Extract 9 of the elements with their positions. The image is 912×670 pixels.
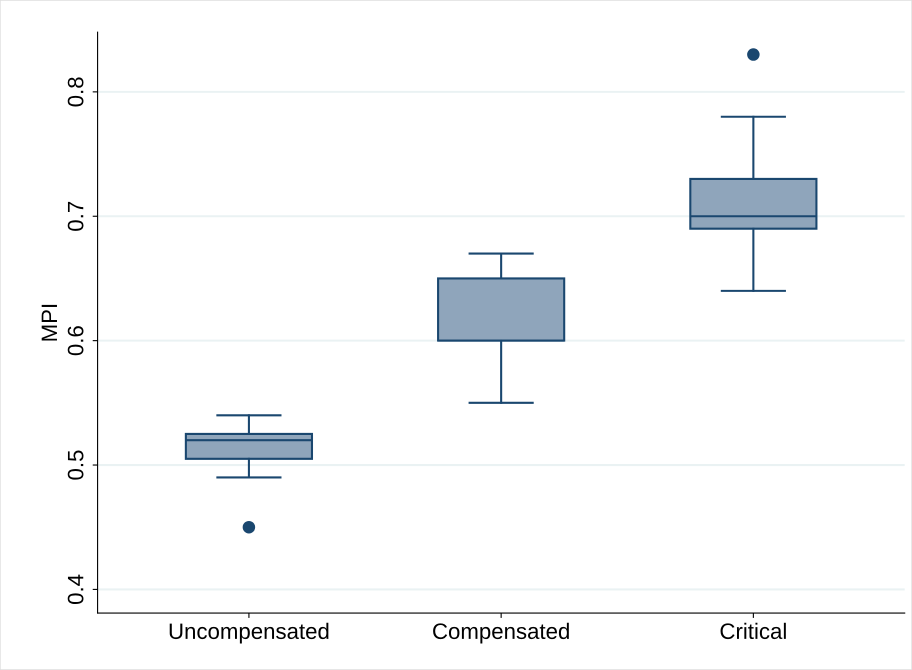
y-axis-title: MPI: [42, 304, 57, 341]
x-tick-label: Compensated: [433, 622, 569, 644]
y-tick-label: 0.8: [68, 77, 84, 106]
x-tick-label: Critical: [720, 622, 786, 640]
y-tick-label: 0.6: [68, 326, 84, 356]
y-tick-label: 0.7: [68, 202, 84, 231]
y-tick-label: 0.5: [68, 450, 84, 480]
y-tick-label: 0.4: [68, 574, 84, 604]
x-tick-label: Uncompensated: [170, 622, 328, 644]
